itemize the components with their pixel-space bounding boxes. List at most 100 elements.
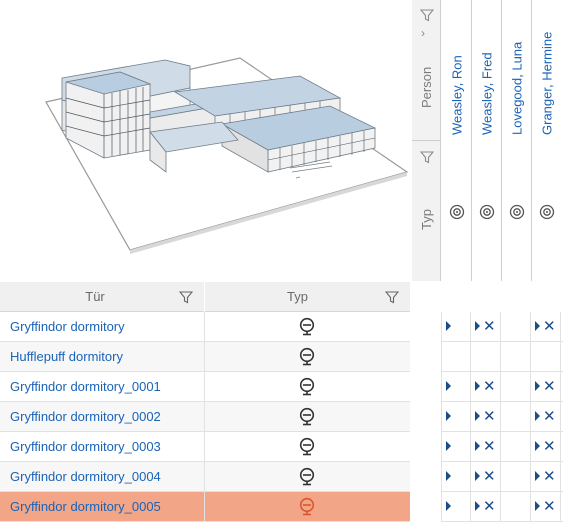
person-column-ron[interactable]: Weasley, Ron [442,0,472,281]
arrow-right-icon [535,441,540,451]
transponder-icon [539,204,555,220]
cross-icon: ✕ [483,438,496,455]
chevron-right-icon[interactable]: › [421,26,425,40]
person-column-luna[interactable]: Lovegood, Luna [502,0,532,281]
matrix-cell[interactable] [441,402,471,432]
door-name-link[interactable]: Gryffindor dormitory_0001 [10,379,161,394]
matrix-cell[interactable]: ✕ [531,432,561,462]
arrow-right-icon [475,411,480,421]
matrix-cell[interactable] [501,402,531,432]
matrix-cell[interactable]: ✕ [471,432,501,462]
matrix-cell[interactable]: ✕ [471,462,501,492]
matrix-cell[interactable] [501,342,531,372]
table-row[interactable]: Gryffindor dormitory_0001 [0,372,410,402]
door-table: Tür Typ Gryffindor dormitory Hufflepuff d… [0,282,410,522]
door-name-link[interactable]: Gryffindor dormitory_0003 [10,439,161,454]
matrix-row: ✕ ✕ [441,462,563,492]
person-column-hermine[interactable]: Granger, Hermine [532,0,563,281]
type-filter-icon[interactable] [384,290,400,304]
table-header: Tür Typ [0,282,410,312]
type-column-header[interactable]: Typ [287,289,308,304]
arrow-right-icon [535,321,540,331]
table-row[interactable]: Gryffindor dormitory_0003 [0,432,410,462]
cross-icon: ✕ [543,378,556,395]
transponder-icon [449,204,465,220]
matrix-cell[interactable]: ✕ [471,402,501,432]
table-row[interactable]: Gryffindor dormitory_0004 [0,462,410,492]
person-filter-icon[interactable] [419,8,435,22]
matrix-cell[interactable] [471,342,501,372]
cross-icon: ✕ [483,378,496,395]
transponder-icon [509,204,525,220]
table-row[interactable]: Gryffindor dormitory [0,312,410,342]
door-name-link[interactable]: Gryffindor dormitory [10,319,125,334]
person-column-fred[interactable]: Weasley, Fred [472,0,502,281]
matrix-cell[interactable] [441,432,471,462]
matrix-row [441,342,563,372]
transponder-icon [479,204,495,220]
lock-cylinder-icon [299,317,315,336]
table-row[interactable]: Gryffindor dormitory_0005 [0,492,410,522]
arrow-right-icon [475,321,480,331]
arrow-right-icon [475,441,480,451]
person-name[interactable]: Weasley, Ron [449,55,465,135]
person-name[interactable]: Lovegood, Luna [509,41,525,135]
lock-cylinder-icon [299,407,315,426]
matrix-cell[interactable] [501,462,531,492]
arrow-right-icon [475,501,480,511]
matrix-cell[interactable] [441,372,471,402]
matrix-cell[interactable] [441,342,471,372]
matrix-cell[interactable]: ✕ [531,312,561,342]
arrow-right-icon [446,411,451,421]
matrix-cell[interactable] [501,492,531,522]
door-name-link[interactable]: Gryffindor dormitory_0002 [10,409,161,424]
arrow-right-icon [535,501,540,511]
lock-cylinder-icon [299,467,315,486]
matrix-cell[interactable] [501,372,531,402]
cross-icon: ✕ [543,408,556,425]
door-name-link[interactable]: Gryffindor dormitory_0005 [10,499,161,514]
matrix-cell[interactable] [501,312,531,342]
arrow-right-icon [535,381,540,391]
door-name-link[interactable]: Gryffindor dormitory_0004 [10,469,161,484]
matrix-cell[interactable] [501,432,531,462]
matrix-cell[interactable]: ✕ [471,492,501,522]
table-row[interactable]: Hufflepuff dormitory [0,342,410,372]
arrow-right-icon [535,411,540,421]
cross-icon: ✕ [483,468,496,485]
person-name[interactable]: Granger, Hermine [539,31,555,135]
matrix-cell[interactable]: ✕ [531,372,561,402]
permission-matrix: ✕ ✕ ✕ ✕ ✕ ✕ ✕ ✕ ✕ ✕ ✕ ✕ [441,312,563,522]
matrix-row: ✕ ✕ [441,372,563,402]
person-name[interactable]: Weasley, Fred [479,52,495,135]
door-column-header[interactable]: Tür [85,289,105,304]
door-name-link[interactable]: Hufflepuff dormitory [10,349,123,364]
person-header-label: Person [419,66,434,108]
matrix-cell[interactable]: ✕ [471,312,501,342]
arrow-right-icon [446,501,451,511]
cross-icon: ✕ [543,498,556,515]
matrix-row: ✕ ✕ [441,432,563,462]
matrix-cell[interactable] [441,462,471,492]
matrix-cell[interactable]: ✕ [531,462,561,492]
matrix-cell[interactable]: ✕ [471,372,501,402]
cross-icon: ✕ [483,498,496,515]
cross-icon: ✕ [543,468,556,485]
matrix-cell[interactable]: ✕ [531,402,561,432]
matrix-row: ✕ ✕ [441,492,563,522]
arrow-right-icon [446,441,451,451]
matrix-cell[interactable] [441,312,471,342]
type-filter-icon[interactable] [419,150,435,164]
column-filter-strip: › Person Typ [412,0,441,281]
lock-cylinder-icon [299,347,315,366]
building-illustration [0,0,410,281]
cross-icon: ✕ [543,318,556,335]
door-filter-icon[interactable] [178,290,194,304]
arrow-right-icon [475,381,480,391]
matrix-cell[interactable] [441,492,471,522]
cross-icon: ✕ [483,318,496,335]
type-header-label: Typ [419,209,434,230]
table-row[interactable]: Gryffindor dormitory_0002 [0,402,410,432]
matrix-cell[interactable]: ✕ [531,492,561,522]
matrix-cell[interactable] [531,342,561,372]
